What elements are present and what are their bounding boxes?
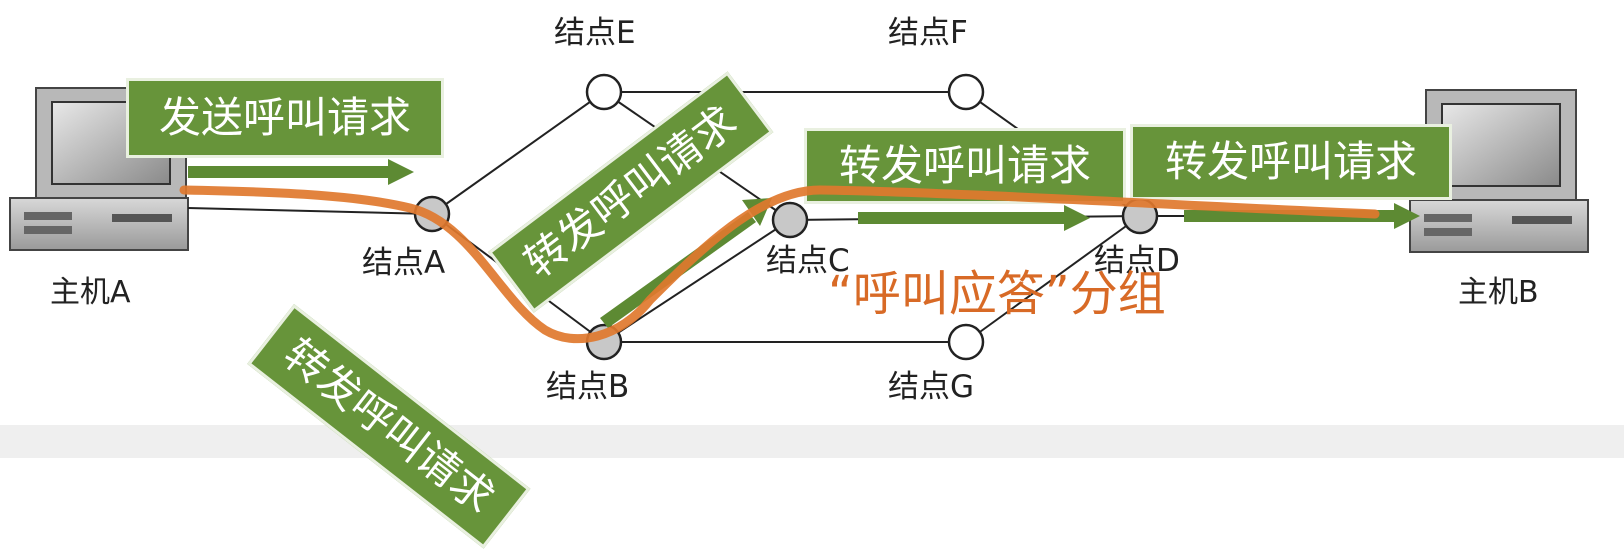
node-f-circle (947, 73, 985, 111)
host-b-label: 主机B (1458, 275, 1539, 310)
arrow-hostA-head (388, 159, 414, 185)
call-response-path (179, 185, 1380, 344)
arrow-cd-head (1064, 205, 1090, 231)
response-path-layer (179, 185, 1380, 344)
node-g-label: 结点G (888, 369, 975, 405)
arrow-cd-shaft (858, 212, 1064, 224)
node-e-circle (585, 73, 623, 111)
host-a-label: 主机A (50, 275, 131, 310)
node-c-circle (771, 201, 809, 239)
forward-request-label-cd: 转发呼叫请求 (838, 141, 1091, 190)
forward-request-label-db: 转发呼叫请求 (1164, 137, 1417, 186)
node-b-label: 结点B (546, 369, 630, 405)
node-f-label: 结点F (888, 15, 968, 51)
link-hostA-nodeA (187, 207, 433, 215)
virtual-circuit-diagram: 发送呼叫请求 转发呼叫请求 转发呼叫请求 转发呼叫请求 转发呼叫请求 主机A 主… (0, 15, 1624, 549)
forward-request-box-db: 转发呼叫请求 (1130, 124, 1452, 200)
send-call-request-box: 发送呼叫请求 (126, 78, 444, 158)
node-g-circle (947, 323, 985, 361)
node-d-label: 结点D (1094, 243, 1180, 279)
bottom-strip (0, 425, 1624, 458)
node-c-label: 结点C (766, 243, 850, 279)
node-a-label: 结点A (362, 245, 446, 281)
call-response-caption: “呼叫应答”分组 (828, 266, 1166, 322)
arrow-hostA-shaft (188, 166, 388, 178)
link-nodeA-nodeE (431, 91, 605, 215)
link-nodeG-nodeD (965, 215, 1141, 343)
arrow-dB-head (1394, 203, 1420, 229)
send-call-request-label: 发送呼叫请求 (158, 93, 411, 142)
node-e-label: 结点E (554, 15, 636, 51)
